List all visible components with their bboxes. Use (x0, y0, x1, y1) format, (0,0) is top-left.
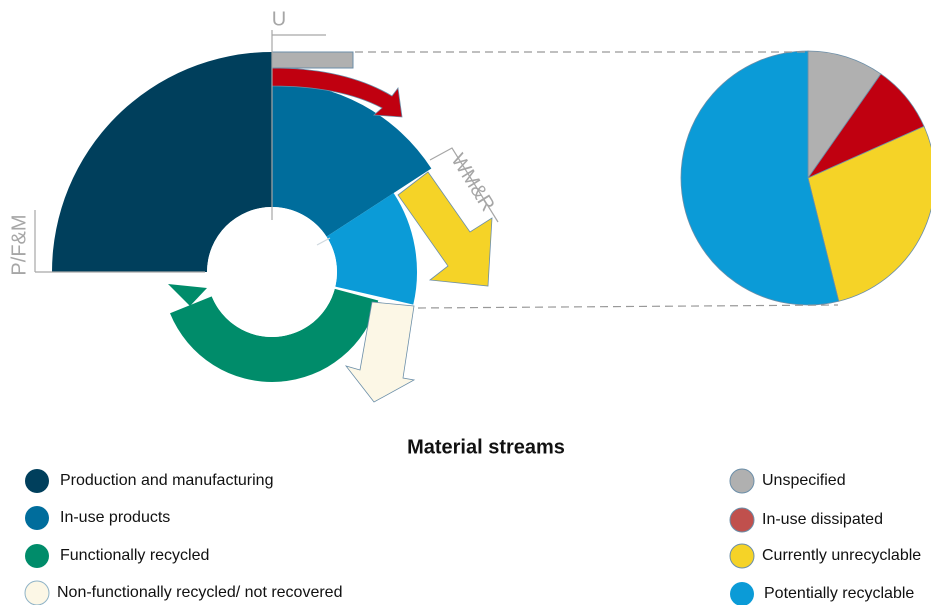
center-hole (207, 207, 337, 337)
legend-label: Functionally recycled (60, 547, 209, 564)
unrecyclable-arrow (397, 171, 493, 287)
pie-slice (807, 125, 931, 302)
recycled-arrowhead (168, 284, 207, 306)
legend-swatch (25, 544, 49, 568)
legend-swatch (729, 507, 755, 533)
pie-slice (680, 50, 840, 306)
legend-left: Production and manufacturing In-use prod… (24, 469, 342, 605)
legend-swatch (25, 506, 49, 530)
legend-label: Currently unrecyclable (762, 547, 921, 564)
legend-title: Material streams (407, 436, 565, 458)
legend-label: In-use products (60, 509, 170, 526)
flow-shapes (52, 50, 931, 403)
legend-label: Production and manufacturing (60, 472, 273, 489)
legend-swatch (25, 469, 49, 493)
legend-label: Non-functionally recycled/ not recovered (57, 584, 342, 601)
label-wmr: WM&R (447, 150, 499, 215)
guide-line (429, 147, 499, 223)
dissipated-arrow (271, 67, 403, 118)
legend-swatch (24, 580, 50, 605)
unspecified-bar (271, 51, 354, 69)
legend-label: In-use dissipated (762, 511, 883, 528)
legend-swatch (729, 543, 755, 569)
waste-sector (326, 193, 417, 305)
legend-right: Unspecified In-use dissipated Currently … (729, 468, 921, 605)
zoom-line (417, 304, 839, 309)
legend-swatch (730, 582, 754, 605)
divider (316, 237, 331, 246)
legend-label: Unspecified (762, 472, 846, 489)
recycled-ring (170, 288, 379, 382)
nonrecycled-arrow (344, 301, 416, 403)
pie-slice (807, 50, 882, 180)
production-sector (52, 52, 272, 272)
label-pfm: P/F&M (8, 214, 30, 275)
legend-swatch (729, 468, 755, 494)
in-use-sector (272, 82, 432, 237)
label-u: U (272, 8, 286, 30)
legend-label: Potentially recyclable (764, 585, 914, 602)
